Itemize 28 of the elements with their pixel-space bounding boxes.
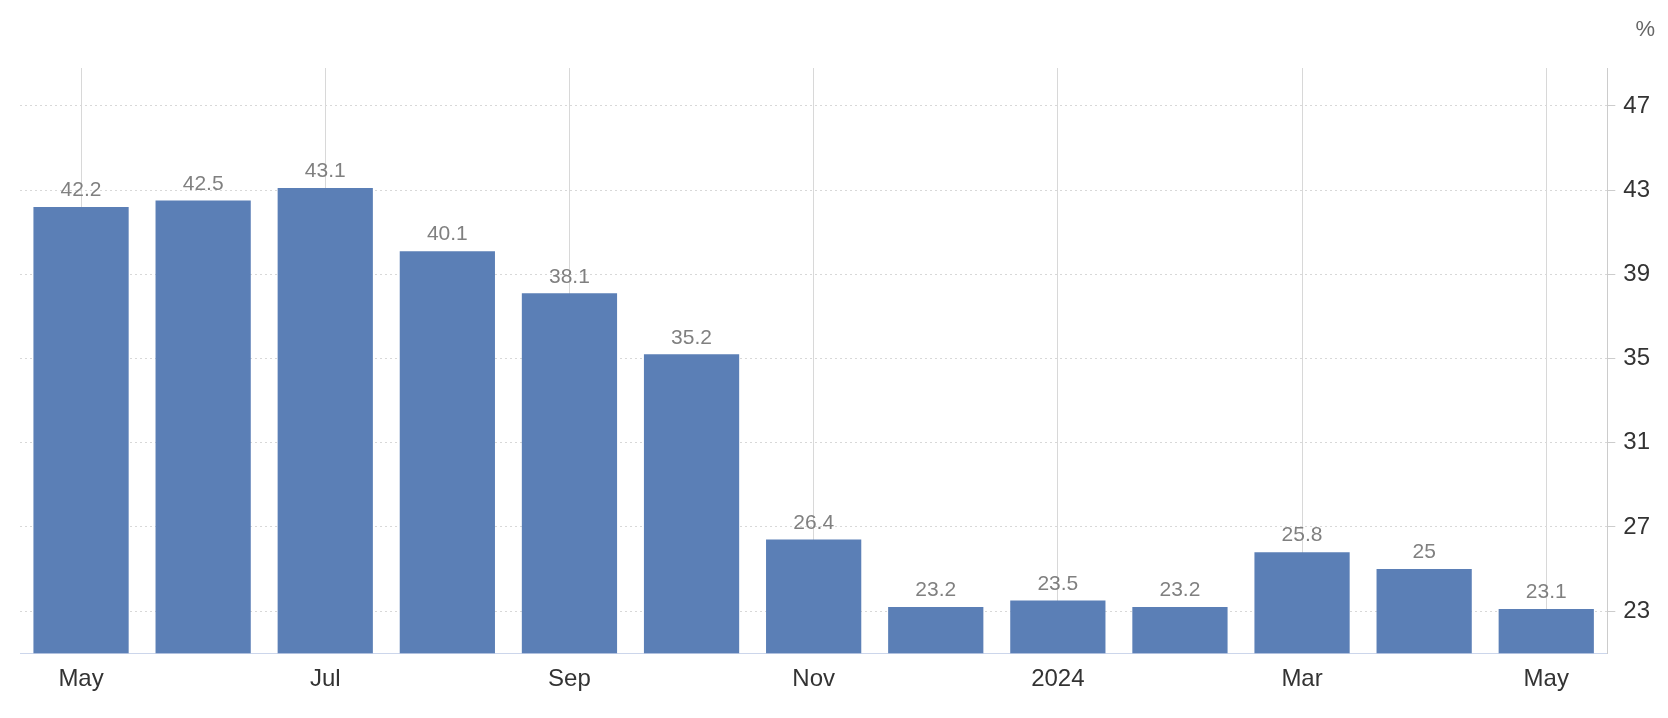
- data-label: 23.1: [1525, 579, 1567, 603]
- y-tick-label: 47: [1623, 90, 1651, 118]
- data-label: 25: [1412, 539, 1436, 563]
- data-label: 23.2: [1159, 577, 1201, 601]
- data-label: 43.1: [304, 158, 346, 182]
- data-label: 42.2: [60, 177, 102, 201]
- x-tick-label: May: [58, 664, 104, 692]
- x-tick-label: 2024: [1031, 664, 1085, 692]
- y-tick-label: 27: [1623, 511, 1651, 539]
- data-label: 40.1: [426, 221, 468, 245]
- data-label: 38.1: [549, 263, 590, 287]
- x-tick-label: May: [1523, 664, 1569, 692]
- data-label: 25.8: [1281, 522, 1323, 546]
- x-tick-label: Nov: [792, 664, 835, 692]
- y-tick-label: 43: [1623, 174, 1651, 202]
- x-tick-label: Mar: [1281, 664, 1323, 692]
- y-tick-label: 23: [1623, 595, 1651, 623]
- data-label: 23.2: [915, 577, 957, 601]
- y-axis-title: %: [1635, 16, 1656, 42]
- y-tick-label: 31: [1623, 427, 1651, 455]
- data-label: 42.5: [182, 170, 224, 194]
- y-tick-label: 39: [1623, 258, 1651, 286]
- y-tick-label: 35: [1623, 343, 1651, 371]
- x-tick-label: Jul: [309, 664, 341, 692]
- data-label: 26.4: [793, 509, 835, 533]
- data-label: 23.5: [1037, 570, 1079, 594]
- x-tick-label: Sep: [548, 664, 591, 692]
- data-label: 35.2: [671, 324, 712, 348]
